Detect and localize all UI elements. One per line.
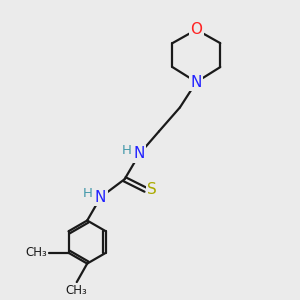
Text: H: H (122, 144, 132, 157)
Text: N: N (95, 190, 106, 205)
Text: N: N (134, 146, 145, 161)
Text: CH₃: CH₃ (66, 284, 88, 297)
Text: S: S (147, 182, 157, 197)
Text: N: N (191, 74, 202, 89)
Text: CH₃: CH₃ (26, 246, 48, 259)
Text: O: O (190, 22, 202, 37)
Text: H: H (83, 187, 93, 200)
